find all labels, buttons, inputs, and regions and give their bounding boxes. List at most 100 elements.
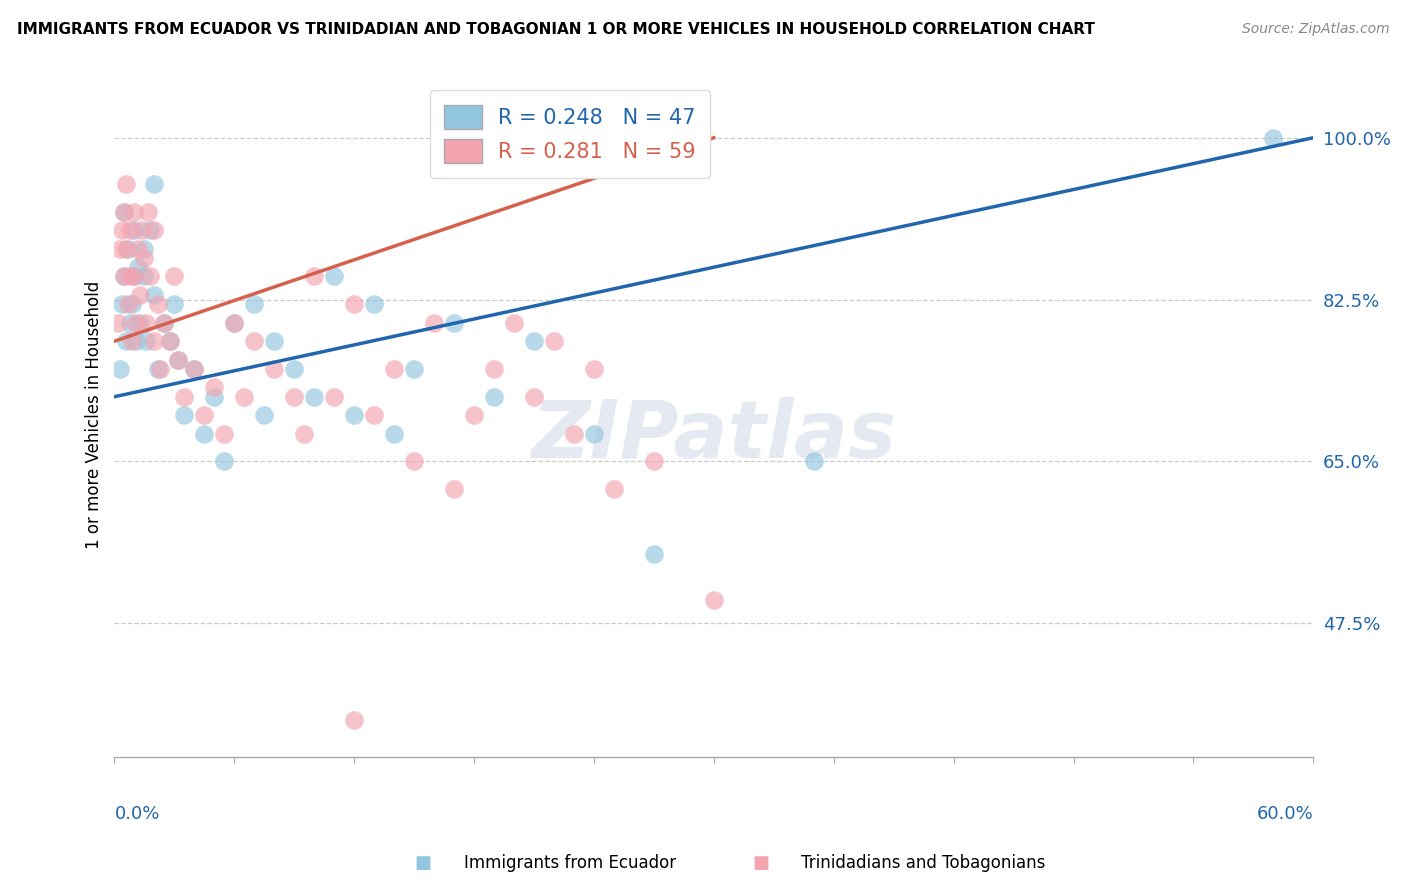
Point [214, 426, 236, 441]
Point [167, 352, 190, 367]
Point [134, 269, 156, 284]
Point [121, 297, 143, 311]
Point [143, 334, 166, 349]
Point [143, 288, 166, 302]
Point [503, 316, 526, 330]
Point [193, 408, 215, 422]
Point [125, 316, 148, 330]
Text: ZIPatlas: ZIPatlas [531, 397, 897, 475]
Point [149, 362, 172, 376]
Point [129, 316, 152, 330]
Point [482, 390, 505, 404]
Point [302, 390, 325, 404]
Point [803, 454, 825, 468]
Point [603, 482, 626, 496]
Point [112, 204, 135, 219]
Text: Source: ZipAtlas.com: Source: ZipAtlas.com [1241, 22, 1389, 37]
Point [127, 242, 149, 256]
Point [131, 223, 153, 237]
Point [243, 297, 266, 311]
Point [323, 390, 346, 404]
Point [302, 269, 325, 284]
Point [111, 223, 134, 237]
Point [562, 426, 585, 441]
Text: Trinidadians and Tobagonians: Trinidadians and Tobagonians [801, 855, 1046, 872]
Point [233, 390, 256, 404]
Point [112, 269, 135, 284]
Point [125, 334, 148, 349]
Point [120, 316, 142, 330]
Point [120, 223, 142, 237]
Point [173, 390, 195, 404]
Point [111, 297, 134, 311]
Point [253, 408, 276, 422]
Point [482, 362, 505, 376]
Point [183, 362, 205, 376]
Point [148, 362, 170, 376]
Point [193, 426, 215, 441]
Text: ■: ■ [752, 855, 769, 872]
Point [143, 223, 166, 237]
Point [292, 426, 315, 441]
Point [110, 362, 132, 376]
Point [224, 316, 246, 330]
Point [582, 426, 605, 441]
Point [224, 316, 246, 330]
Point [148, 297, 170, 311]
Point [153, 316, 176, 330]
Point [404, 454, 426, 468]
Point [443, 316, 465, 330]
Point [523, 334, 546, 349]
Point [363, 408, 385, 422]
Point [703, 593, 725, 607]
Point [323, 269, 346, 284]
Y-axis label: 1 or more Vehicles in Household: 1 or more Vehicles in Household [86, 281, 103, 549]
Point [173, 408, 195, 422]
Point [443, 482, 465, 496]
Point [135, 334, 157, 349]
Point [582, 362, 605, 376]
Point [127, 260, 149, 275]
Point [243, 334, 266, 349]
Point [202, 380, 225, 394]
Point [263, 362, 285, 376]
Point [382, 362, 405, 376]
Point [167, 352, 190, 367]
Text: 60.0%: 60.0% [1257, 805, 1313, 823]
Point [110, 242, 132, 256]
Point [423, 316, 446, 330]
Point [543, 334, 565, 349]
Point [214, 454, 236, 468]
Point [124, 204, 146, 219]
Point [159, 334, 181, 349]
Point [124, 223, 146, 237]
Point [263, 334, 285, 349]
Point [163, 269, 186, 284]
Point [135, 316, 157, 330]
Text: IMMIGRANTS FROM ECUADOR VS TRINIDADIAN AND TOBAGONIAN 1 OR MORE VEHICLES IN HOUS: IMMIGRANTS FROM ECUADOR VS TRINIDADIAN A… [17, 22, 1095, 37]
Text: 0.0%: 0.0% [114, 805, 160, 823]
Point [163, 297, 186, 311]
Point [153, 316, 176, 330]
Point [112, 269, 135, 284]
Text: ■: ■ [415, 855, 432, 872]
Point [115, 242, 138, 256]
Point [382, 426, 405, 441]
Point [643, 454, 665, 468]
Point [107, 316, 129, 330]
Point [643, 547, 665, 561]
Point [120, 269, 142, 284]
Point [138, 204, 160, 219]
Point [404, 362, 426, 376]
Point [117, 242, 139, 256]
Point [139, 269, 162, 284]
Point [283, 390, 305, 404]
Text: Immigrants from Ecuador: Immigrants from Ecuador [464, 855, 676, 872]
Legend: R = 0.248   N = 47, R = 0.281   N = 59: R = 0.248 N = 47, R = 0.281 N = 59 [429, 90, 710, 178]
Point [117, 297, 139, 311]
Point [343, 714, 366, 728]
Point [139, 223, 162, 237]
Point [134, 251, 156, 265]
Point [124, 269, 146, 284]
Point [112, 204, 135, 219]
